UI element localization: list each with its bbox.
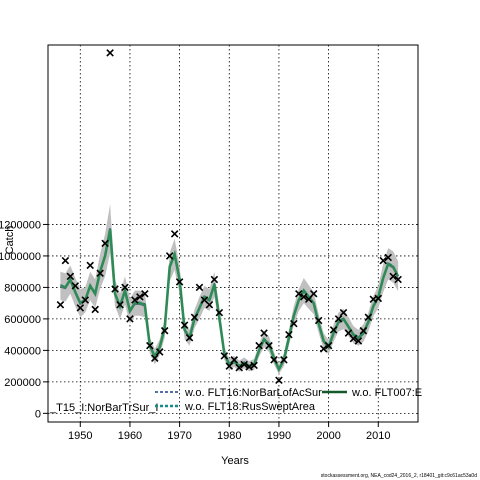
observed-point [374,294,383,303]
observed-point [96,269,104,278]
observed-point [280,356,288,364]
x-tick-label: 1990 [267,430,291,442]
grid-layer [48,45,418,422]
observed-point [101,239,109,248]
observed-point [384,253,392,262]
observed-point [364,313,373,322]
x-tick-label: 1970 [167,430,191,442]
observed-point [136,293,144,301]
observed-point [66,272,75,281]
observed-point [121,283,129,292]
y-axis: 0 200000 400000 600000 800000 1000000 1200000 [0,219,48,420]
observed-point [339,308,348,317]
observed-point [106,49,114,57]
observed-point [309,289,318,298]
observed-point [349,334,358,343]
y-tick-label: 1200000 [0,219,41,231]
observed-point [255,341,263,350]
legend-label: w.o. FLT18:RusSweptArea [184,401,316,413]
observed-point [76,304,85,312]
observed-point [329,326,338,334]
observed-points [56,49,402,385]
footer-credit: stockassessment.org, NEA_cod24_2016_2, r… [321,473,477,479]
observed-point [334,315,343,323]
x-tick-label: 1950 [68,430,92,442]
observed-point [265,341,273,350]
legend: _T15_I:NorBarTrSur_I w.o. FLT16:NorBarLof… [49,387,422,414]
observed-point [210,275,219,284]
observed-point [324,341,333,350]
observed-point [165,252,174,260]
observed-point [319,345,328,353]
observed-point [155,348,164,356]
observed-point [230,356,239,364]
observed-point [250,361,258,370]
plot-frame [47,44,419,423]
y-tick-label: 800000 [4,282,41,294]
legend-label: _T15_I:NorBarTrSur_I [49,402,158,414]
observed-point [111,285,119,293]
observed-point [225,362,234,370]
observed-point [389,272,397,281]
observed-point [56,300,65,309]
observed-point [151,354,159,363]
observed-point [260,329,268,337]
observed-point [71,282,80,290]
observed-point [354,337,363,345]
observed-point [379,256,388,265]
x-axis: 1950 1960 1970 1980 1990 2000 2010 [68,422,391,442]
observed-point [235,363,243,372]
y-axis-title: Catch [4,226,16,255]
observed-point [190,313,199,322]
x-axis-title: Years [221,455,249,467]
x-tick-label: 2010 [366,430,390,442]
observed-point [116,300,124,309]
observed-point [290,319,298,328]
y-tick-label: 400000 [4,345,41,357]
observed-point [195,283,204,292]
observed-point [215,308,224,317]
observed-point [126,315,134,323]
observed-point [245,363,253,371]
observed-point [81,296,90,304]
observed-point [275,376,283,385]
y-tick-label: 0 [35,408,41,420]
observed-point [146,341,154,350]
observed-point [86,261,94,270]
x-tick-label: 1980 [217,430,241,442]
x-tick-label: 2000 [316,430,340,442]
observed-point [220,352,229,360]
observed-point [170,230,179,238]
observed-point [359,326,368,335]
observed-point [285,330,293,339]
observed-point [180,321,189,329]
legend-label: w.o. FLT16:NorBarLofAcSur [184,387,322,399]
legend-label: w.o. FLT007:E [351,387,422,399]
y-tick-label: 200000 [4,377,41,389]
observed-point [300,293,308,301]
fit-line-main [60,228,400,373]
y-tick-label: 1000000 [0,251,41,263]
observed-point [314,316,323,325]
observed-point [394,275,402,284]
x-tick-label: 1960 [118,430,142,442]
observed-point [295,289,303,298]
observed-point [270,356,278,364]
observed-point [160,326,169,335]
observed-point [131,296,139,304]
observed-point [185,334,194,342]
observed-point [240,360,248,369]
observed-point [175,278,184,286]
observed-point [91,305,99,314]
observed-point [205,300,214,309]
observed-point [141,289,149,298]
observed-point [61,256,70,265]
y-tick-label: 600000 [4,314,41,326]
